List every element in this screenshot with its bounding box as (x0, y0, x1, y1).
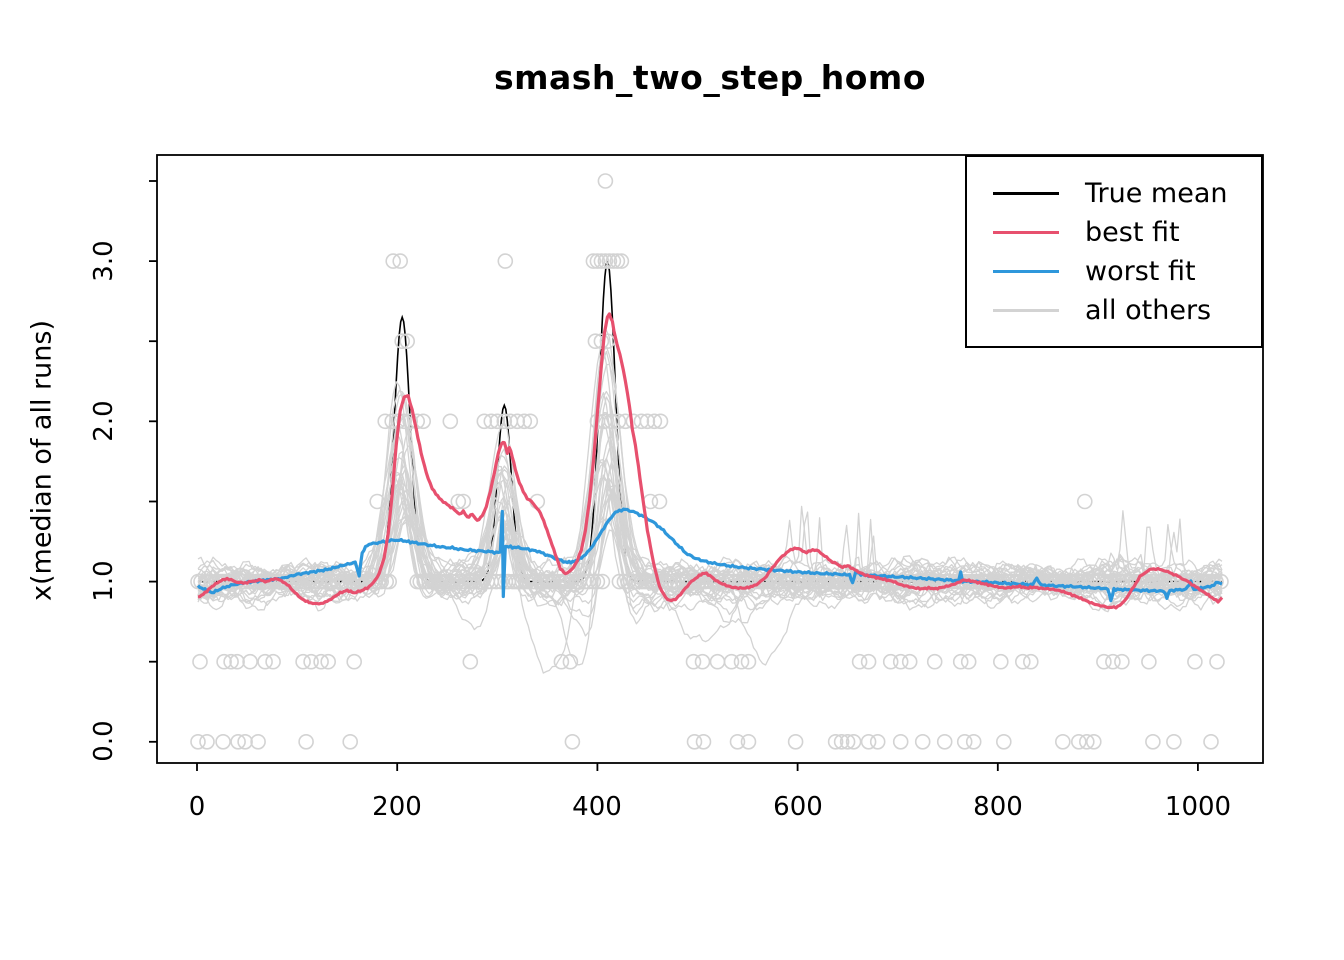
legend-label-all-others: all others (1085, 294, 1212, 326)
x-tick-label-1000: 1000 (1164, 792, 1232, 822)
other-runs-lines (197, 329, 1223, 674)
legend-label-worst-fit: worst fit (1085, 255, 1196, 287)
chart-title: smash_two_step_homo (493, 58, 926, 97)
legend-item-worst-fit: worst fit (993, 252, 1261, 291)
y-tick-label-2: 2.0 (89, 400, 119, 442)
all-others-line-swatch (993, 308, 1059, 312)
y-tick-label-3: 3.0 (89, 240, 119, 282)
y-axis-title: x(median of all runs) (26, 320, 58, 601)
legend-item-true-mean: True mean (993, 174, 1261, 213)
best-fit-line (197, 312, 1224, 610)
worst-fit-line-swatch (993, 269, 1059, 273)
axes (149, 154, 1264, 771)
x-tick-label-600: 600 (773, 792, 823, 822)
legend-label-true-mean: True mean (1085, 177, 1228, 209)
best-fit-line-swatch (993, 230, 1059, 234)
legend-label-best-fit: best fit (1085, 216, 1180, 248)
worst-fit-line (196, 507, 1223, 603)
true-mean-line-swatch (993, 191, 1059, 195)
y-tick-label-0: 0.0 (89, 720, 119, 762)
x-tick-label-0: 0 (188, 792, 206, 822)
y-tick-label-1: 1.0 (89, 560, 119, 602)
x-tick-label-400: 400 (572, 792, 622, 822)
legend: True mean best fit worst fit all others (965, 155, 1263, 348)
x-tick-label-200: 200 (372, 792, 422, 822)
legend-item-best-fit: best fit (993, 213, 1261, 252)
legend-item-all-others: all others (993, 291, 1261, 330)
x-tick-label-800: 800 (973, 792, 1023, 822)
